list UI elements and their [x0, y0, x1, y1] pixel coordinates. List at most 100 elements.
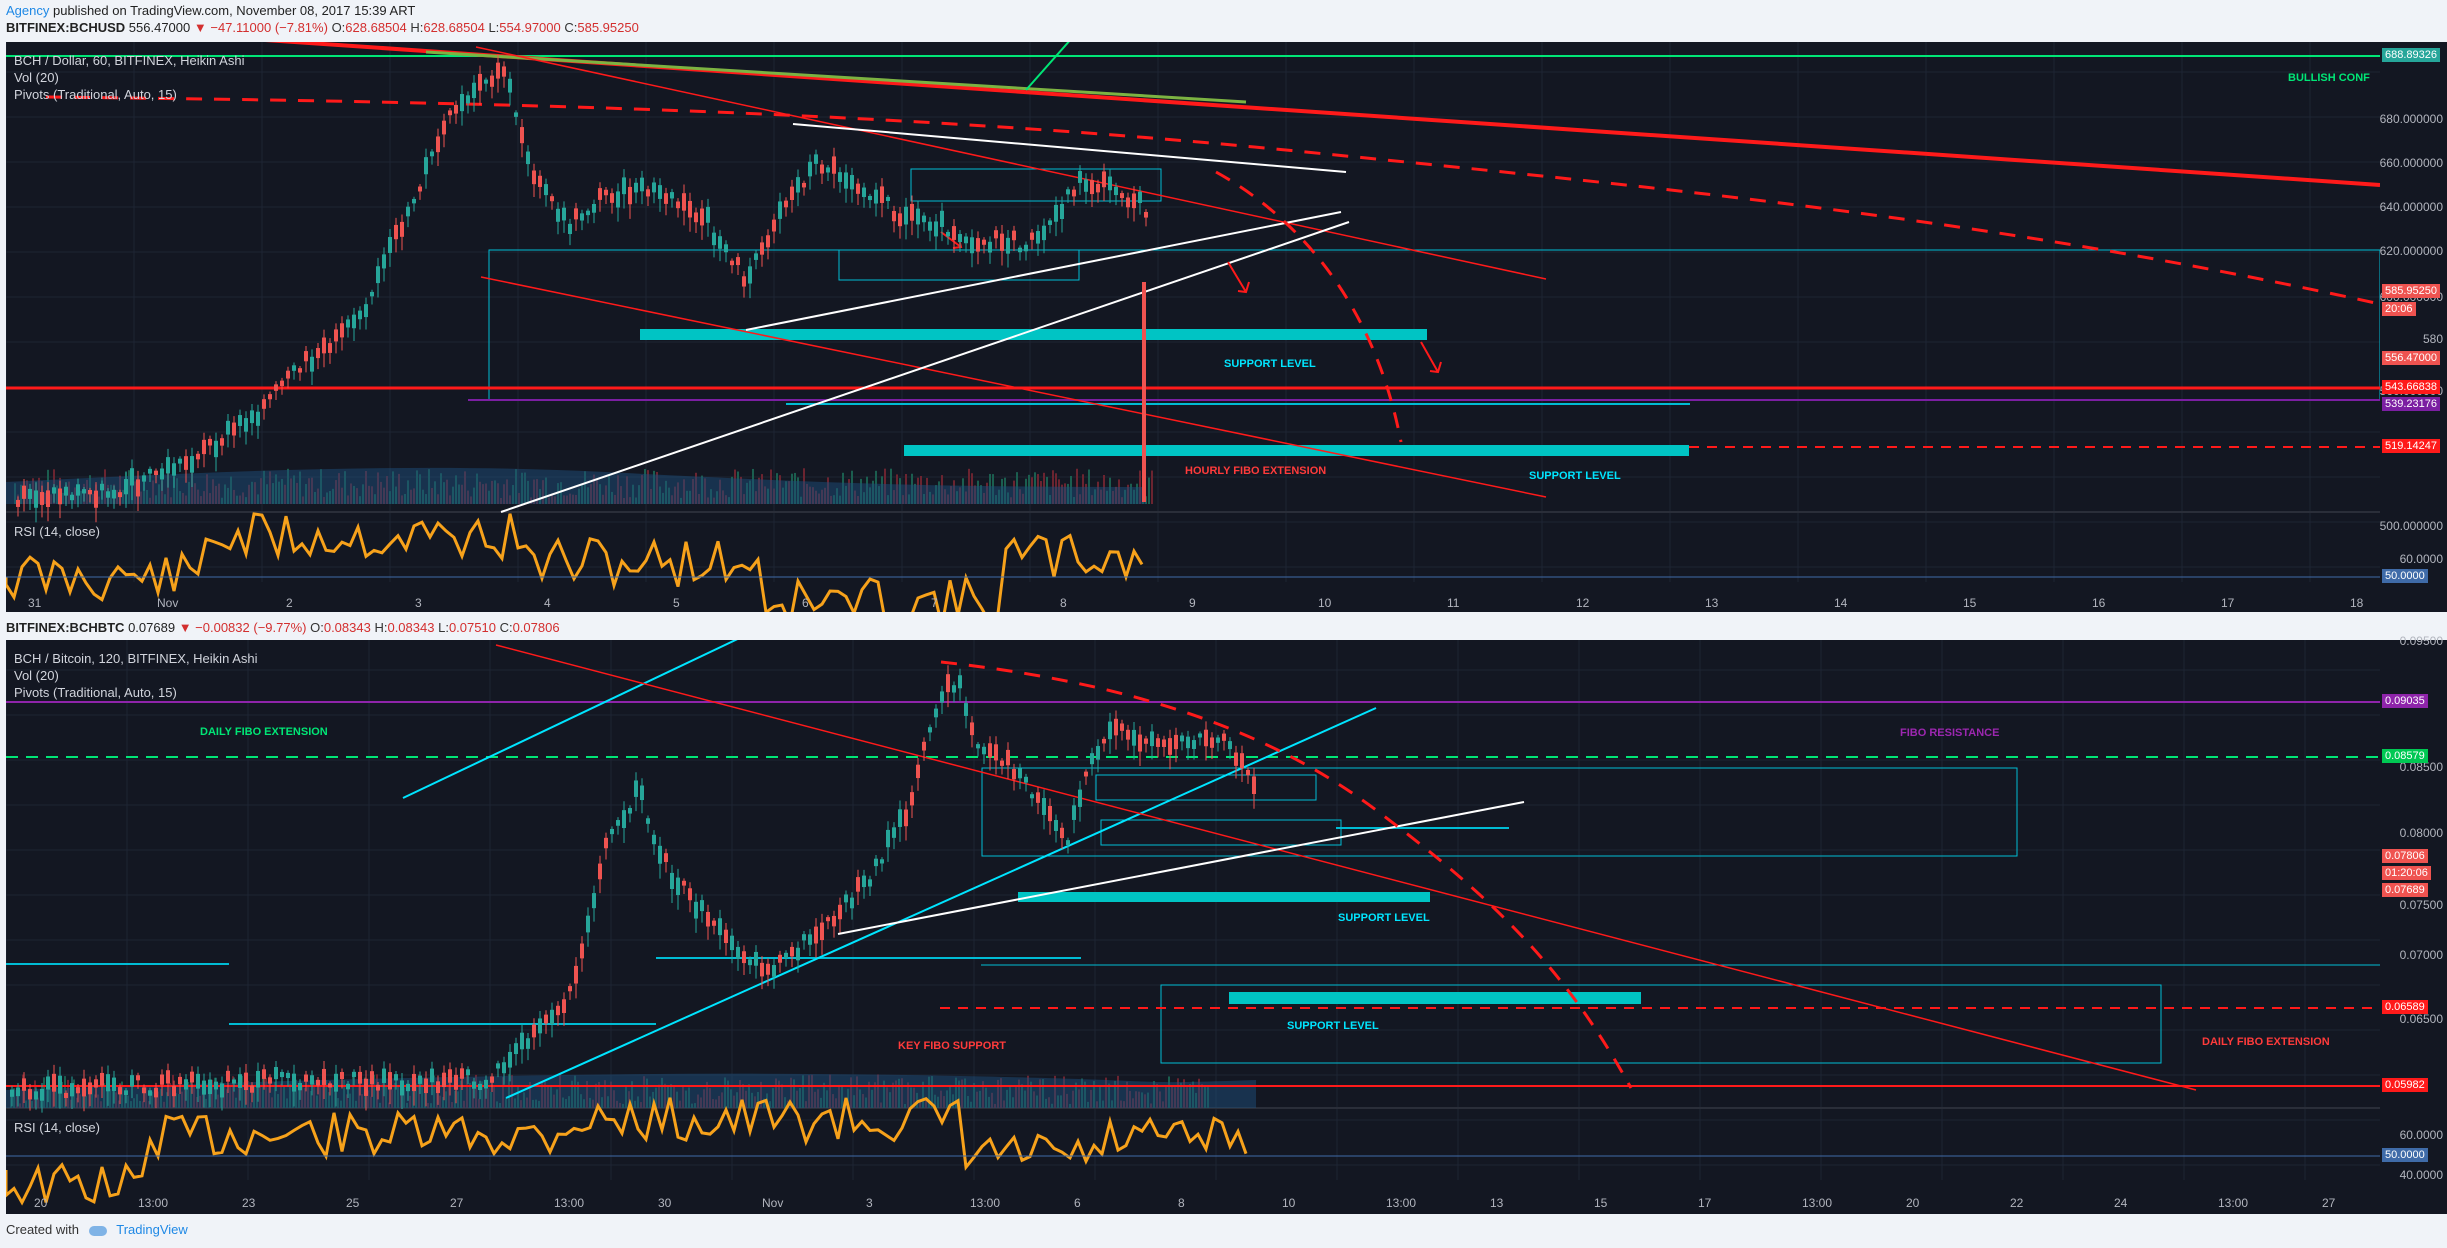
chart2-symbol: BITFINEX:BCHBTC	[6, 620, 125, 635]
candle	[838, 904, 842, 920]
author-link[interactable]: Agency	[6, 3, 50, 18]
tradingview-link[interactable]: TradingView	[116, 1222, 188, 1237]
candle	[76, 1087, 80, 1094]
candle	[292, 1073, 296, 1092]
candle	[484, 1079, 488, 1089]
candle	[166, 1070, 170, 1084]
chart2-price-axis[interactable]: 0.09500 0.08500 0.08000 0.07500 0.07000 0.065…	[2380, 634, 2447, 1214]
candle	[418, 1075, 422, 1084]
time-label: 13:00	[1386, 1196, 1417, 1210]
candle	[346, 1083, 350, 1090]
candle	[160, 1074, 164, 1085]
chart2-panel[interactable]: BCH / Bitcoin, 120, BITFINEX, Heikin Ash…	[6, 640, 2380, 1214]
chart1-price-axis[interactable]: 680.000000 660.000000 640.000000 620.000000…	[2380, 42, 2447, 612]
price-label: 620.000000	[2379, 244, 2443, 258]
candle	[478, 73, 482, 91]
candle	[112, 1077, 116, 1091]
candle	[544, 1014, 548, 1024]
candle	[520, 1032, 524, 1050]
time-label: 16	[2092, 596, 2106, 610]
candle	[916, 764, 920, 779]
candle	[22, 485, 26, 499]
candle	[808, 161, 812, 177]
candle	[556, 208, 560, 222]
rsi-axis-label: 60.0000	[2399, 1128, 2443, 1142]
candle	[760, 962, 764, 977]
candle	[448, 110, 452, 116]
candle	[70, 494, 74, 501]
candle	[922, 741, 926, 751]
time-label: 27	[2322, 1196, 2336, 1210]
candle	[772, 965, 776, 977]
candle	[694, 212, 698, 223]
candle	[976, 238, 980, 252]
candle	[1102, 738, 1106, 744]
candle	[532, 1024, 536, 1038]
candle	[232, 1079, 236, 1084]
time-label: 7	[931, 596, 938, 610]
candle	[244, 418, 248, 432]
chart1-canvas[interactable]	[6, 42, 2380, 612]
candle	[58, 1075, 62, 1094]
candle	[280, 1071, 284, 1078]
candle	[214, 1081, 218, 1090]
candle	[250, 1085, 254, 1093]
candle	[1036, 792, 1040, 803]
chart2-canvas[interactable]	[6, 640, 2380, 1214]
time-label: 6	[802, 596, 809, 610]
rsi-axis-label: 40.0000	[2399, 1168, 2443, 1182]
candle	[268, 394, 272, 400]
range-box	[981, 767, 2018, 857]
candle	[124, 479, 128, 495]
cyan-trend-1	[402, 640, 738, 799]
candle	[790, 186, 794, 200]
candle	[64, 486, 68, 496]
cyan-trend-2	[505, 707, 1377, 1099]
time-label: 24	[2114, 1196, 2128, 1210]
candle	[190, 1071, 194, 1083]
candle	[40, 1088, 44, 1101]
candle	[1108, 721, 1112, 740]
candle	[178, 458, 182, 464]
candle	[274, 1067, 278, 1080]
candle	[1108, 176, 1112, 191]
candle	[238, 415, 242, 426]
candle	[934, 708, 938, 718]
candle	[496, 62, 500, 79]
candle	[40, 492, 44, 505]
candle	[622, 810, 626, 829]
candle	[322, 1068, 326, 1085]
candle	[472, 1081, 476, 1089]
candle	[334, 329, 338, 342]
candle	[802, 934, 806, 941]
support-bar-2	[904, 445, 1689, 456]
candle	[1030, 794, 1034, 799]
arrow-down-2	[1420, 341, 1442, 374]
candle	[496, 1063, 500, 1069]
candle	[1180, 735, 1184, 742]
candle	[640, 177, 644, 192]
chart2-rsi-legend: RSI (14, close)	[14, 1120, 100, 1135]
candle	[880, 186, 884, 203]
candle	[1132, 729, 1136, 746]
candle	[430, 1068, 434, 1083]
candle	[646, 818, 650, 824]
chart1-panel[interactable]: BCH / Dollar, 60, BITFINEX, Heikin Ashi …	[6, 42, 2380, 612]
candle	[1120, 193, 1124, 199]
chart2-last: 0.07689	[128, 620, 176, 635]
time-label: 4	[544, 596, 551, 610]
support-level-note-3: SUPPORT LEVEL	[1338, 912, 1430, 924]
candle	[544, 184, 548, 196]
candle	[334, 1073, 338, 1092]
candle	[850, 897, 854, 909]
time-label: 9	[1189, 596, 1196, 610]
time-label: 12	[1576, 596, 1590, 610]
red-downtrend	[495, 644, 2197, 1091]
chart2-vol-legend: Vol (20)	[14, 668, 59, 683]
candle	[82, 489, 86, 494]
candle	[550, 196, 554, 202]
candle	[952, 226, 956, 240]
candle	[1084, 179, 1088, 192]
candle	[1162, 739, 1166, 747]
candle	[88, 489, 92, 495]
